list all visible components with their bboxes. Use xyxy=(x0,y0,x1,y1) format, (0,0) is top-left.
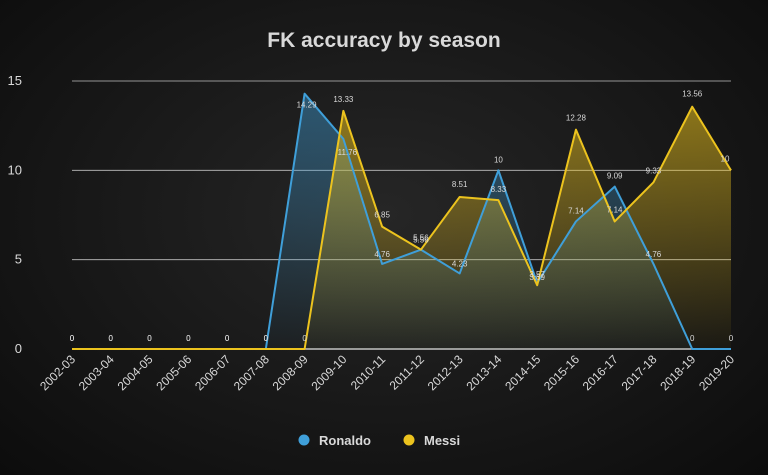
data-label-messi: 3.57 xyxy=(529,270,545,279)
data-label-messi: 0 xyxy=(147,334,152,343)
data-labels: 0 0 0 0 0 0 14.29 11.76 4.76 5.56 4.23 10 3.69 7.14 9.… xyxy=(70,90,734,343)
data-label-ronaldo: 0 xyxy=(225,334,230,343)
x-tick-label: 2017-18 xyxy=(619,352,660,393)
data-label-messi: 0 xyxy=(225,334,230,343)
data-label-messi: 10 xyxy=(721,154,730,163)
x-tick-label: 2016-17 xyxy=(580,352,621,393)
legend-label: Messi xyxy=(424,433,460,448)
data-label-ronaldo: 9.09 xyxy=(607,172,623,181)
data-label-messi: 5.56 xyxy=(413,234,429,243)
data-label-ronaldo: 4.76 xyxy=(374,250,390,259)
data-label-ronaldo: 0 xyxy=(186,334,191,343)
x-tick-label: 2009-10 xyxy=(308,352,349,393)
data-label-messi: 6.85 xyxy=(374,211,390,220)
chart-title: FK accuracy by season xyxy=(267,29,500,52)
y-tick-label: 10 xyxy=(8,162,22,177)
data-label-ronaldo: 0 xyxy=(264,334,269,343)
data-label-ronaldo: 11.76 xyxy=(338,148,358,157)
data-label-ronaldo: 0 xyxy=(109,334,114,343)
x-tick-label: 2012-13 xyxy=(425,352,466,393)
x-tick-label: 2018-19 xyxy=(657,352,698,393)
x-tick-label: 2007-08 xyxy=(231,352,272,393)
legend-marker xyxy=(298,434,310,446)
x-tick-label: 2014-15 xyxy=(502,352,543,393)
x-tick-label: 2008-09 xyxy=(270,352,311,393)
data-label-ronaldo: 5.56 xyxy=(413,236,429,245)
x-axis: 2002-032003-042004-052005-062006-072007-… xyxy=(37,352,737,393)
data-label-ronaldo: 4.23 xyxy=(452,259,468,268)
data-label-messi: 0 xyxy=(264,334,269,343)
data-label-messi: 8.51 xyxy=(452,180,468,189)
data-label-messi: 0 xyxy=(186,334,191,343)
series-area-messi xyxy=(72,106,731,349)
x-tick-label: 2002-03 xyxy=(37,352,78,393)
y-tick-label: 0 xyxy=(15,341,22,356)
data-label-ronaldo: 0 xyxy=(729,334,734,343)
y-axis: 0 5 10 15 xyxy=(8,73,22,356)
legend-marker xyxy=(403,434,415,446)
data-label-messi: 9.33 xyxy=(646,166,662,175)
data-label-ronaldo: 0 xyxy=(70,334,75,343)
series-line-messi xyxy=(72,105,732,350)
data-label-ronaldo: 14.29 xyxy=(297,101,318,110)
x-tick-label: 2013-14 xyxy=(463,352,504,393)
legend-item-messi[interactable]: Messi xyxy=(403,433,461,448)
data-label-ronaldo: 0 xyxy=(690,334,695,343)
legend: Ronaldo Messi xyxy=(298,433,461,448)
data-label-messi: 0 xyxy=(109,334,114,343)
x-tick-label: 2011-12 xyxy=(387,352,428,393)
x-tick-label: 2006-07 xyxy=(192,352,233,393)
x-tick-label: 2010-11 xyxy=(348,352,389,393)
data-label-messi: 7.14 xyxy=(607,205,623,214)
legend-label: Ronaldo xyxy=(319,433,371,448)
x-tick-label: 2003-04 xyxy=(76,352,117,393)
data-label-ronaldo: 4.76 xyxy=(646,250,662,259)
data-label-ronaldo: 10 xyxy=(494,155,503,164)
data-label-messi: 13.56 xyxy=(682,90,703,99)
legend-item-ronaldo[interactable]: Ronaldo xyxy=(298,433,372,448)
data-label-messi: 0 xyxy=(70,334,75,343)
series-areas xyxy=(72,93,731,349)
data-label-messi: 0 xyxy=(302,334,307,343)
data-label-messi: 8.33 xyxy=(491,185,507,194)
y-tick-label: 15 xyxy=(8,73,22,88)
x-tick-label: 2004-05 xyxy=(115,352,156,393)
x-tick-label: 2005-06 xyxy=(153,352,194,393)
data-label-ronaldo: 7.14 xyxy=(568,206,584,215)
x-tick-label: 2019-20 xyxy=(696,352,737,393)
data-label-messi: 12.28 xyxy=(566,114,587,123)
series-lines xyxy=(72,92,732,350)
x-tick-label: 2015-16 xyxy=(541,352,582,393)
data-label-ronaldo: 0 xyxy=(147,334,152,343)
y-tick-label: 5 xyxy=(15,252,22,267)
data-label-ronaldo: 3.69 xyxy=(529,273,545,282)
data-label-messi: 13.33 xyxy=(333,95,354,104)
